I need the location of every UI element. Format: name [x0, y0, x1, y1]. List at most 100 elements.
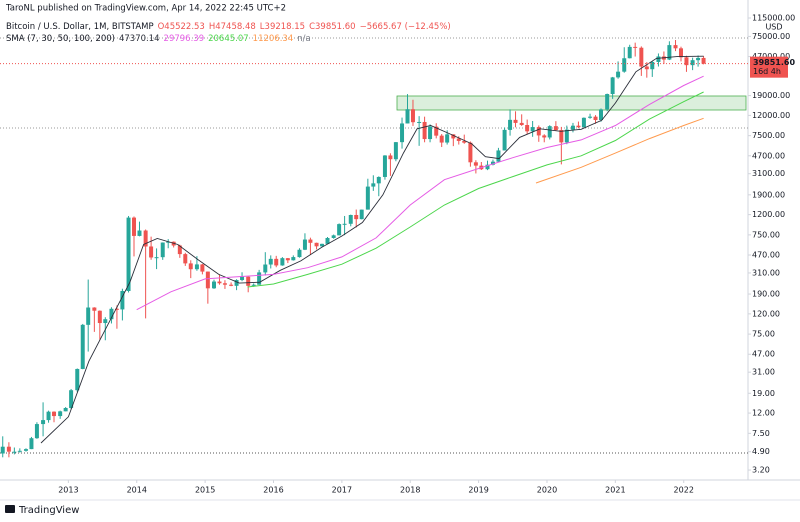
- y-tick-label: 3100.00: [752, 169, 785, 178]
- y-tick-label: 750.00: [752, 230, 780, 239]
- candle-body: [376, 176, 381, 184]
- candle-body: [200, 264, 205, 272]
- y-tick-label: 31.00: [752, 368, 775, 377]
- candle-body: [160, 242, 165, 258]
- candle-body: [616, 71, 621, 78]
- candle-body: [149, 246, 154, 258]
- y-tick-label: 47.00: [752, 350, 775, 359]
- last-price-label: 39851.60: [753, 58, 795, 67]
- y-tick-label: 75000.00: [752, 32, 790, 41]
- author-line: TaroNL published on TradingView.com, Apr…: [5, 4, 286, 14]
- candle-body: [530, 127, 535, 132]
- candle-body: [41, 420, 46, 425]
- candle-body: [342, 223, 347, 225]
- candle-body: [263, 264, 268, 273]
- candle-body: [126, 217, 131, 291]
- candle-body: [17, 450, 22, 452]
- y-unit: USD: [765, 22, 782, 31]
- candle-body: [52, 411, 57, 417]
- candle-body: [684, 57, 689, 66]
- sma-line: [247, 91, 704, 288]
- candle-body: [650, 61, 655, 70]
- candle-body: [445, 134, 450, 143]
- candle-body: [6, 446, 11, 452]
- candle-body: [564, 129, 569, 143]
- candle-body: [246, 276, 251, 286]
- candle-body: [132, 217, 137, 236]
- candle-body: [34, 424, 39, 439]
- candle-body: [103, 319, 108, 324]
- ohlc-readout: H47458.48: [209, 22, 256, 32]
- candle-body: [456, 138, 461, 141]
- y-tick-label: 7500.00: [752, 131, 785, 140]
- candle-body: [605, 94, 610, 110]
- indicator-value: n/a: [297, 34, 310, 44]
- candle-body: [639, 47, 644, 67]
- y-tick-label: 120.00: [752, 309, 780, 318]
- candle-body: [593, 116, 598, 121]
- y-tick-label: 7.50: [752, 429, 770, 438]
- y-tick-label: 3.20: [752, 466, 770, 475]
- candle-body: [451, 134, 456, 139]
- sma-line: [136, 75, 704, 311]
- candle-body: [525, 125, 530, 132]
- candle-body: [92, 307, 97, 311]
- candle-body: [109, 308, 114, 320]
- candle-body: [337, 224, 342, 236]
- candle-body: [462, 140, 467, 143]
- candle-body: [553, 126, 558, 131]
- candle-body: [120, 290, 125, 310]
- candle-body: [502, 129, 507, 151]
- candle-body: [365, 186, 370, 210]
- candle-body: [393, 142, 398, 160]
- candle-body: [183, 254, 188, 264]
- candle-body: [251, 284, 256, 286]
- candle-body: [268, 258, 273, 265]
- candle-body: [302, 239, 307, 250]
- logo-icon: [5, 505, 15, 513]
- candle-body: [137, 230, 142, 236]
- y-tick-label: 310.00: [752, 268, 780, 277]
- indicator-value: 29796.39: [164, 34, 205, 44]
- support-zone: [396, 95, 747, 111]
- x-tick-label: 2013: [58, 486, 78, 495]
- candle-body: [673, 45, 678, 49]
- candle-body: [222, 283, 227, 285]
- candle-body: [80, 324, 85, 369]
- candle-body: [240, 276, 245, 281]
- y-tick-label: 75.00: [752, 330, 775, 339]
- candle-body: [29, 438, 34, 450]
- candle-body: [97, 310, 102, 324]
- candle-body: [690, 60, 695, 66]
- candle-body: [58, 411, 63, 417]
- candle-body: [428, 126, 433, 140]
- candle-body: [581, 117, 586, 128]
- candle-body: [12, 451, 17, 453]
- candle-body: [23, 449, 28, 451]
- indicator-value: 11206.34: [253, 34, 294, 44]
- candle-body: [212, 281, 217, 289]
- candle-body: [188, 263, 193, 270]
- candle-body: [229, 284, 234, 286]
- y-tick-label: 19.00: [752, 389, 775, 398]
- x-tick-label: 2016: [263, 486, 283, 495]
- candle-body: [75, 368, 80, 391]
- candle-body: [696, 57, 701, 61]
- candle-body: [559, 130, 564, 143]
- indicator-line: SMA (7, 30, 50, 100, 200) 47370.14 29796.3…: [6, 34, 311, 44]
- y-tick-label: 470.00: [752, 251, 780, 260]
- candle-body: [308, 239, 313, 243]
- candle-body: [542, 135, 547, 138]
- candle-body: [644, 66, 649, 70]
- logo: TradingView: [5, 505, 79, 516]
- candle-body: [297, 249, 302, 258]
- x-tick-label: 2020: [537, 486, 557, 495]
- candle-body: [490, 161, 495, 165]
- candle-body: [154, 257, 159, 259]
- candle-body: [410, 109, 415, 123]
- candle-body: [656, 56, 661, 62]
- candle-body: [257, 272, 262, 285]
- sma-line: [535, 117, 704, 184]
- candle-body: [622, 58, 627, 72]
